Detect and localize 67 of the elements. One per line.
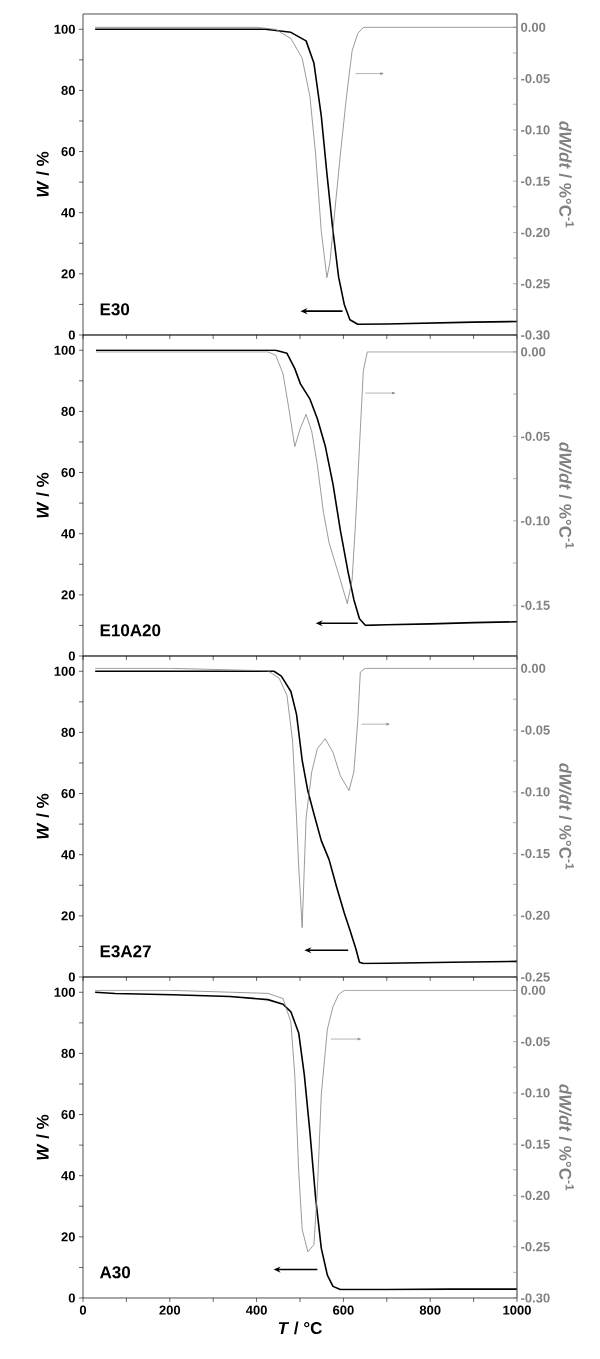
y2-tick-label: -0.25: [521, 279, 550, 289]
y-tick-label: 20: [61, 269, 75, 279]
y2-tick-label: -0.15: [521, 176, 550, 186]
y-tick-label: 40: [61, 1171, 75, 1181]
y2-tick-label: -0.05: [521, 725, 550, 735]
x-tick-label: 0: [79, 1305, 87, 1315]
y-tick-label: 100: [54, 666, 75, 676]
y2-tick-label: 0.00: [521, 985, 546, 995]
y-tick-label: 0: [68, 1293, 75, 1303]
y-tick-label: 60: [61, 467, 75, 478]
y2-tick-label: -0.25: [521, 972, 550, 982]
y-tick-label: 0: [68, 330, 75, 340]
y2-tick-label: 0.00: [521, 663, 546, 673]
y-tick-label: 20: [61, 590, 75, 600]
x-tick-label: 200: [159, 1305, 181, 1315]
annotation: E30: [100, 303, 130, 316]
y-tick-label: 80: [61, 85, 75, 96]
y2-tick-label: -0.10: [521, 125, 550, 135]
y2-tick-label: -0.20: [521, 1190, 550, 1201]
y2-axis-title: dW/dt / %°C$^{-1}$: [559, 763, 574, 870]
y-axis-title: W / %: [36, 151, 49, 197]
y2-tick-label: -0.10: [521, 1088, 550, 1098]
y2-tick-label: 0.00: [521, 22, 546, 32]
y-axis-title: W / %: [36, 1114, 49, 1160]
y2-axis-title: dW/dt / %°C$^{-1}$: [559, 1084, 574, 1191]
x-tick-label: 800: [419, 1305, 441, 1315]
x-axis-title: T / °C: [278, 1321, 322, 1335]
y2-tick-label: -0.20: [521, 227, 550, 238]
y-tick-label: 0: [68, 972, 75, 982]
y2-tick-label: -0.15: [521, 848, 550, 859]
y-tick-label: 100: [54, 24, 75, 34]
y-tick-label: 0: [68, 651, 75, 661]
annotation: A30: [99, 1266, 131, 1279]
annotation: E10A20: [100, 624, 161, 637]
y-tick-label: 40: [61, 208, 75, 218]
y-axis-title: W / %: [36, 472, 49, 518]
y2-tick-label: -0.30: [521, 330, 550, 340]
annotation: E3A27: [100, 945, 151, 958]
y-tick-label: 80: [61, 1048, 75, 1059]
y2-tick-label: -0.15: [521, 1139, 550, 1149]
x-tick-label: 400: [245, 1305, 267, 1315]
y-tick-label: 40: [61, 850, 75, 860]
y2-tick-label: -0.15: [521, 600, 550, 610]
y2-tick-label: 0.00: [521, 347, 546, 357]
y2-tick-label: -0.10: [521, 787, 550, 797]
y-axis-title: W / %: [36, 793, 49, 839]
x-tick-label: 1000: [503, 1305, 531, 1315]
y2-tick-label: -0.05: [521, 431, 550, 441]
y2-axis-title: dW/dt / %°C$^{-1}$: [559, 121, 574, 228]
y2-tick-label: -0.30: [521, 1293, 550, 1303]
y2-tick-label: -0.05: [521, 1037, 550, 1047]
y-tick-label: 100: [54, 987, 75, 997]
y-tick-label: 60: [61, 1109, 75, 1120]
y2-tick-label: -0.05: [521, 73, 550, 84]
y2-tick-label: -0.20: [521, 910, 550, 920]
y2-tick-label: -0.10: [521, 516, 550, 526]
y-tick-label: 60: [61, 146, 75, 157]
y-tick-label: 40: [61, 529, 75, 539]
y2-tick-label: -0.25: [521, 1242, 550, 1252]
y-tick-label: 80: [61, 406, 75, 417]
y-tick-label: 80: [61, 727, 75, 738]
x-tick-label: 600: [333, 1305, 354, 1315]
y-tick-label: 100: [54, 345, 75, 355]
y-tick-label: 60: [61, 788, 75, 799]
y-tick-label: 20: [61, 911, 75, 921]
y2-axis-title: dW/dt / %°C$^{-1}$: [559, 442, 574, 549]
y-tick-label: 20: [61, 1232, 75, 1242]
